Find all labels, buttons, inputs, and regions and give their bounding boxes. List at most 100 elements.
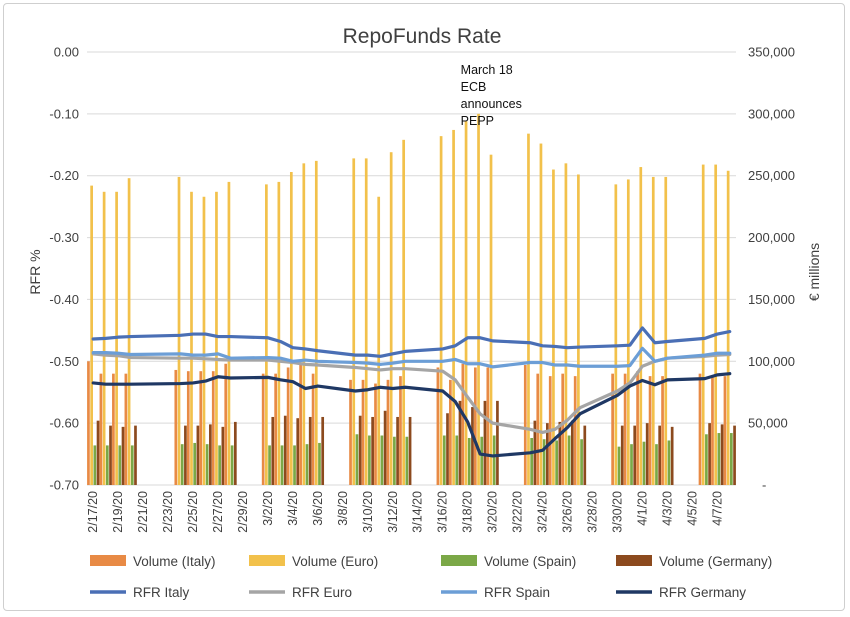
bar-volume-germany	[408, 416, 412, 485]
annotation-line: PEPP	[461, 114, 494, 128]
bar-volume-germany	[233, 421, 237, 485]
bar-volume-germany	[121, 426, 125, 485]
bar-volume-euro	[527, 133, 530, 485]
legend-item: Volume (Spain)	[441, 554, 576, 569]
bar-volume-spain	[455, 435, 459, 485]
bar-volume-euro	[489, 154, 493, 485]
bar-volume-italy	[623, 373, 627, 485]
bar-volume-spain	[442, 435, 446, 485]
bar-volume-germany	[321, 416, 325, 485]
bar-volume-italy	[486, 367, 490, 485]
bar-volume-spain	[467, 437, 471, 485]
x-tick-label: 3/28/20	[585, 491, 599, 533]
bar-volume-euro	[564, 163, 568, 485]
bar-volume-germany	[271, 416, 275, 485]
bar-volume-spain	[642, 441, 646, 485]
bar-volume-germany	[396, 416, 399, 485]
bar-volume-italy	[449, 379, 452, 485]
bar-volume-italy	[636, 371, 639, 485]
bar-volume-germany	[633, 425, 637, 485]
bar-volume-germany	[733, 425, 736, 485]
right-axis-ticks: 350,000 300,000 250,000 200,000 150,000 100,0…	[748, 45, 795, 493]
annotation-line: announces	[461, 97, 522, 111]
legend-label: RFR Italy	[133, 585, 190, 600]
bar-volume-italy	[261, 373, 265, 485]
bar-volume-germany	[296, 418, 300, 485]
bar-volume-euro	[227, 181, 231, 485]
bar-volume-spain	[580, 439, 583, 485]
left-axis-ticks: 0.00 -0.10 -0.20 -0.30 -0.40 -0.50 -0.60 -0.70	[49, 45, 79, 493]
right-tick-label: -	[762, 478, 766, 493]
bar-volume-germany	[620, 425, 624, 485]
bar-volume-euro	[314, 160, 318, 485]
bar-volume-spain	[205, 444, 209, 485]
bar-volume-euro	[389, 152, 393, 485]
bar-volume-spain	[567, 435, 571, 485]
legend-label: RFR Spain	[484, 585, 550, 600]
bar-volume-spain	[268, 445, 271, 485]
bar-volume-germany	[184, 425, 187, 485]
bar-volume-euro	[277, 181, 281, 485]
x-tick-label: 3/6/20	[311, 491, 325, 526]
bar-volume-euro	[477, 113, 480, 486]
annotation-line: March 18	[461, 63, 513, 77]
left-tick-label: -0.70	[49, 478, 79, 493]
x-tick-label: 4/1/20	[635, 491, 649, 526]
legend-label: Volume (Spain)	[484, 554, 576, 569]
bar-volume-euro	[452, 129, 455, 485]
right-tick-label: 100,000	[748, 354, 795, 369]
bar-volume-germany	[371, 416, 374, 485]
x-tick-label: 3/12/20	[386, 491, 400, 533]
chart-title: RepoFunds Rate	[343, 25, 502, 48]
legend-item: Volume (Germany)	[616, 554, 772, 569]
bar-volume-italy	[124, 373, 128, 485]
x-tick-label: 3/18/20	[461, 491, 475, 533]
legend-label: Volume (Germany)	[659, 554, 772, 569]
bar-volume-spain	[393, 436, 396, 485]
bar-volume-germany	[458, 400, 462, 485]
x-tick-label: 3/24/20	[536, 491, 550, 533]
bar-volume-germany	[96, 420, 100, 485]
bar-volume-italy	[274, 373, 277, 485]
x-tick-label: 3/22/20	[511, 491, 525, 533]
bar-volume-spain	[630, 444, 633, 485]
bar-volume-germany	[558, 421, 562, 485]
bar-volume-euro	[464, 121, 468, 485]
x-tick-label: 2/21/20	[136, 491, 150, 533]
right-tick-label: 250,000	[748, 168, 795, 183]
bar-volume-italy	[87, 361, 90, 485]
bar-volume-spain	[480, 436, 484, 485]
bar-volume-euro	[726, 170, 730, 485]
bar-volume-euro	[302, 163, 306, 485]
bar-volume-germany	[358, 415, 362, 485]
bar-volume-euro	[651, 176, 655, 485]
legend-swatch	[249, 555, 285, 566]
bar-volume-germany	[446, 413, 449, 485]
bar-volume-spain	[555, 440, 558, 485]
bar-volume-spain	[193, 442, 197, 485]
bar-volume-germany	[720, 424, 724, 485]
bar-volume-italy	[299, 363, 302, 485]
bar-volume-germany	[658, 425, 662, 485]
bar-volume-italy	[112, 373, 115, 485]
bar-volume-germany	[209, 424, 212, 485]
bar-volume-germany	[483, 400, 487, 485]
x-tick-label: 3/4/20	[286, 491, 300, 526]
x-tick-label: 3/30/20	[610, 491, 624, 533]
bar-volume-italy	[186, 371, 190, 485]
x-tick-label: 3/2/20	[261, 491, 275, 526]
bar-volume-italy	[523, 365, 527, 485]
bar-volume-spain	[105, 445, 109, 485]
bar-volume-spain	[130, 445, 134, 485]
bar-volume-euro	[539, 143, 543, 486]
bar-volume-germany	[570, 420, 574, 485]
x-tick-label: 4/3/20	[660, 491, 674, 526]
legend: Volume (Italy) Volume (Euro) Volume (Spain…	[90, 554, 772, 600]
bar-volume-italy	[461, 363, 465, 485]
left-tick-label: -0.50	[49, 354, 79, 369]
bar-volume-germany	[471, 407, 474, 485]
bar-volume-italy	[661, 376, 664, 485]
left-axis-title: RFR %	[27, 249, 43, 294]
line-rfr-germany	[91, 372, 732, 458]
x-tick-label: 2/25/20	[186, 491, 200, 533]
